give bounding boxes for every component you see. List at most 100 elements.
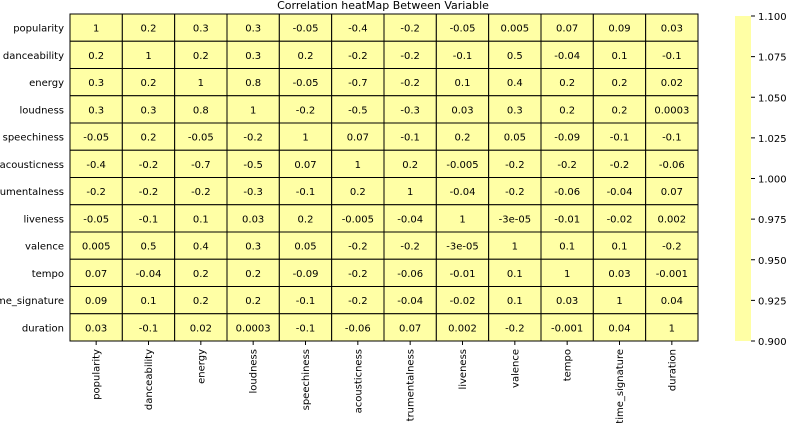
heatmap-cell: [645, 40, 699, 69]
cell-value-label: -0.06: [345, 323, 371, 334]
column-label: trumentalness: [406, 349, 417, 421]
cell-value-label: -0.3: [400, 105, 420, 116]
heatmap-cell: [435, 231, 490, 260]
heatmap-cell: [592, 313, 647, 342]
column-label: acousticness: [353, 349, 364, 413]
heatmap-cell: [645, 204, 699, 233]
colorbar-tick-label: 1.000: [758, 175, 787, 186]
heatmap-cell: [435, 40, 490, 69]
cell-value-label: -0.2: [348, 51, 368, 62]
heatmap-cell: [435, 13, 490, 42]
cell-value-label: -0.2: [505, 187, 525, 198]
colorbar-gradient: [735, 16, 751, 341]
cell-value-label: 0.2: [455, 133, 471, 144]
cell-value-label: -0.005: [342, 214, 374, 225]
cell-value-label: 0.1: [612, 242, 628, 253]
heatmap-cell: [121, 286, 176, 315]
row-label: valence: [25, 242, 64, 253]
cell-value-label: -0.01: [450, 269, 476, 280]
cell-value-label: 0.2: [245, 269, 261, 280]
cell-value-label: -0.2: [348, 269, 368, 280]
cell-value-label: -0.2: [400, 51, 420, 62]
cell-value-label: 0.3: [141, 105, 157, 116]
cell-value-label: 1: [198, 78, 204, 89]
cell-value-label: 0.4: [507, 78, 523, 89]
heatmap-cell: [226, 40, 280, 69]
cell-value-label: -0.1: [296, 296, 316, 307]
cell-value-label: 0.3: [88, 78, 104, 89]
cell-value-label: 0.1: [507, 269, 523, 280]
cell-value-label: 0.2: [141, 24, 157, 35]
cell-value-label: 0.07: [85, 269, 107, 280]
cell-value-label: 0.002: [658, 214, 687, 225]
heatmap-cell: [174, 68, 228, 97]
cell-value-label: 0.005: [82, 242, 111, 253]
cell-value-label: 1: [512, 242, 518, 253]
heatmap-cell: [592, 286, 647, 315]
cell-value-label: -0.04: [397, 214, 423, 225]
cell-value-label: 0.1: [612, 51, 628, 62]
heatmap-cell: [69, 122, 123, 151]
cell-value-label: -0.2: [296, 105, 316, 116]
cell-value-label: -0.09: [554, 133, 580, 144]
cell-value-label: -0.04: [136, 269, 162, 280]
heatmap-cell: [226, 177, 280, 206]
heatmap-cell: [540, 313, 594, 342]
heatmap-cell: [121, 231, 176, 260]
cell-value-label: 1: [145, 51, 151, 62]
colorbar-tick-label: 1.050: [758, 93, 787, 104]
heatmap-cell: [592, 231, 647, 260]
heatmap-cell: [278, 204, 333, 233]
cell-value-label: 0.4: [193, 242, 209, 253]
cell-value-label: -0.05: [83, 214, 109, 225]
heatmap-cell: [645, 149, 699, 178]
cell-value-label: -0.2: [348, 242, 368, 253]
cell-value-label: 0.2: [402, 160, 418, 171]
heatmap-cell: [331, 40, 385, 69]
heatmap-cell: [174, 204, 228, 233]
colorbar-tick-label: 0.925: [758, 296, 787, 307]
cell-value-label: 1: [564, 269, 570, 280]
cell-value-label: -0.2: [191, 187, 211, 198]
cell-value-label: -0.1: [139, 214, 159, 225]
cell-value-label: -0.2: [139, 187, 159, 198]
cell-value-label: 0.03: [85, 323, 107, 334]
heatmap-cell: [645, 95, 699, 124]
colorbar-tick-label: 0.950: [758, 256, 787, 267]
heatmap-cell: [121, 313, 176, 342]
cell-value-label: -0.06: [659, 160, 685, 171]
heatmap-cell: [226, 68, 280, 97]
cell-value-label: 0.07: [294, 160, 316, 171]
heatmap-cell: [645, 258, 699, 287]
cell-value-label: 1: [93, 24, 99, 35]
heatmap-cell: [645, 286, 699, 315]
heatmap-cell: [435, 149, 490, 178]
heatmap-cell: [331, 286, 385, 315]
heatmap-cell: [331, 313, 385, 342]
cell-value-label: -0.05: [450, 24, 476, 35]
cell-value-label: 0.03: [242, 214, 264, 225]
cell-value-label: 0.03: [608, 269, 630, 280]
column-label: valence: [510, 349, 521, 388]
heatmap-cell: [383, 286, 437, 315]
cell-value-label: -0.04: [554, 51, 580, 62]
column-label: danceability: [144, 349, 155, 410]
colorbar-tick-label: 0.975: [758, 215, 787, 226]
heatmap-cells: 1 0.2 0.3 0.3 -0.05 -0.4 -0.2 -0.05 0.005 0.07 0.0…: [69, 13, 699, 342]
cell-value-label: -0.005: [446, 160, 478, 171]
cell-value-label: 1: [355, 160, 361, 171]
cell-value-label: 0.2: [350, 187, 366, 198]
heatmap-cell: [383, 68, 437, 97]
cell-value-label: -0.05: [188, 133, 214, 144]
heatmap-cell: [540, 40, 594, 69]
heatmap-cell: [69, 204, 123, 233]
heatmap-cell: [383, 149, 437, 178]
heatmap-cell: [540, 13, 594, 42]
cell-value-label: 0.1: [559, 242, 575, 253]
column-label: tempo: [563, 349, 574, 381]
heatmap-cell: [383, 231, 437, 260]
heatmap-cell: [488, 286, 542, 315]
cell-value-label: -3e-05: [499, 214, 531, 225]
cell-value-label: -0.001: [656, 269, 688, 280]
heatmap-cell: [174, 177, 228, 206]
